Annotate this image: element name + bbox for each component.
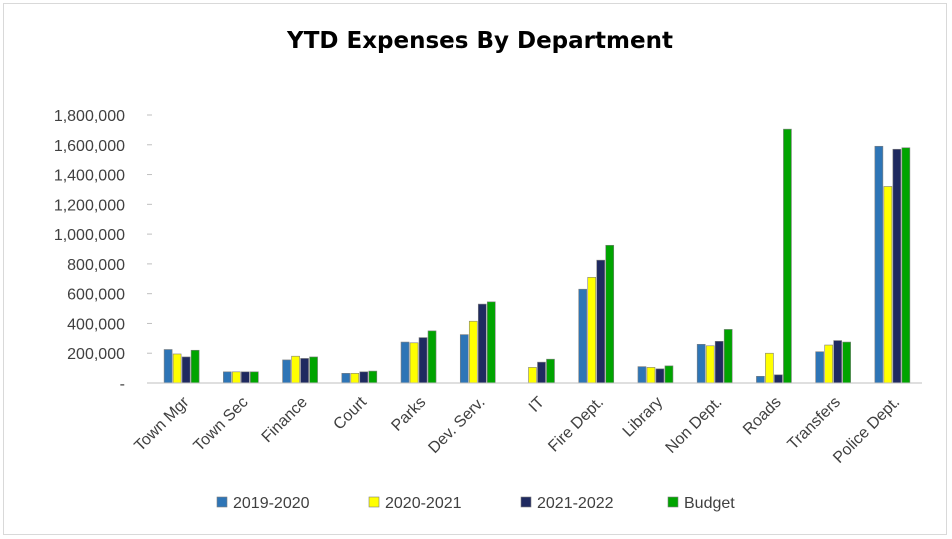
bar	[765, 352, 774, 384]
bar	[705, 345, 715, 384]
bar	[232, 371, 241, 384]
legend-swatch	[667, 496, 679, 508]
y-tick-label: 1,600,000	[54, 138, 125, 155]
bar	[901, 147, 911, 384]
bar	[537, 361, 546, 384]
x-tick-label: Fire Dept.	[545, 394, 607, 456]
bar	[655, 368, 665, 384]
y-tick-label: 1,800,000	[54, 108, 125, 125]
legend-label: Budget	[684, 495, 735, 512]
bar	[646, 367, 656, 384]
bar	[528, 367, 537, 384]
bar	[418, 337, 428, 384]
y-tick-label: 600,000	[67, 287, 125, 304]
bar	[696, 343, 706, 384]
x-tick-label: Town Sec	[191, 394, 252, 455]
bar	[842, 341, 851, 384]
bar	[892, 148, 902, 384]
y-tick-label: -	[120, 376, 125, 393]
x-tick-label: Court	[330, 393, 370, 433]
legend-label: 2019-2020	[233, 495, 310, 512]
bar	[368, 370, 378, 384]
bar	[546, 358, 555, 384]
legend-label: 2021-2022	[537, 495, 614, 512]
bar	[400, 341, 410, 384]
bar	[637, 366, 647, 384]
x-tick-label: Library	[620, 394, 667, 441]
x-tick-label: Parks	[388, 394, 429, 435]
bar	[477, 303, 487, 384]
legend-swatch	[368, 496, 380, 508]
bar	[587, 276, 597, 384]
y-tick-label: 1,400,000	[54, 168, 125, 185]
bar	[241, 371, 250, 384]
bar	[486, 301, 496, 384]
bar	[341, 373, 351, 384]
bar	[250, 371, 259, 384]
bar	[664, 365, 674, 384]
bar	[468, 320, 478, 384]
y-axis: - 200,000 400,000 600,000 800,000 1,000,000 1,…	[54, 108, 152, 393]
bar	[300, 358, 309, 384]
bar	[815, 351, 824, 384]
bar	[774, 374, 783, 384]
x-tick-label: Non Dept.	[663, 394, 726, 457]
bar	[409, 342, 419, 384]
bar	[459, 334, 469, 384]
x-tick-label: Dev. Serv.	[425, 394, 488, 457]
bar	[163, 349, 173, 384]
legend-swatch	[520, 496, 532, 508]
legend-label: 2020-2021	[385, 495, 462, 512]
bar	[578, 288, 588, 384]
y-tick-label: 200,000	[67, 346, 125, 363]
bar	[874, 145, 884, 384]
bar	[359, 371, 369, 384]
legend: 2019-2020 2020-2021 2021-2022 Budget	[216, 495, 735, 512]
bar	[756, 375, 765, 384]
y-tick-label: 800,000	[67, 257, 125, 274]
bar	[282, 359, 291, 384]
bar	[605, 244, 615, 384]
bar	[350, 373, 360, 384]
x-tick-label: Finance	[259, 394, 311, 446]
bar	[714, 341, 724, 384]
bar	[223, 371, 232, 384]
bars-group	[163, 128, 911, 384]
bar	[291, 355, 300, 384]
bar	[824, 344, 833, 384]
y-tick-label: 1,200,000	[54, 197, 125, 214]
x-tick-label: IT	[526, 394, 548, 416]
x-tick-label: Roads	[740, 394, 785, 439]
bar	[723, 329, 733, 384]
bar	[427, 330, 437, 384]
legend-swatch	[216, 496, 228, 508]
x-tick-label: Transfers	[785, 394, 844, 453]
bar	[596, 259, 606, 384]
y-tick-label: 1,000,000	[54, 227, 125, 244]
bar	[309, 356, 318, 384]
y-tick-label: 400,000	[67, 316, 125, 333]
bar	[883, 186, 893, 384]
bar	[783, 128, 792, 384]
chart-title: YTD Expenses By Department	[286, 28, 673, 54]
bar	[181, 356, 191, 384]
bar	[190, 349, 200, 384]
x-tick-label: Town Mgr	[131, 393, 193, 455]
bar	[172, 353, 182, 384]
bar	[833, 340, 842, 384]
